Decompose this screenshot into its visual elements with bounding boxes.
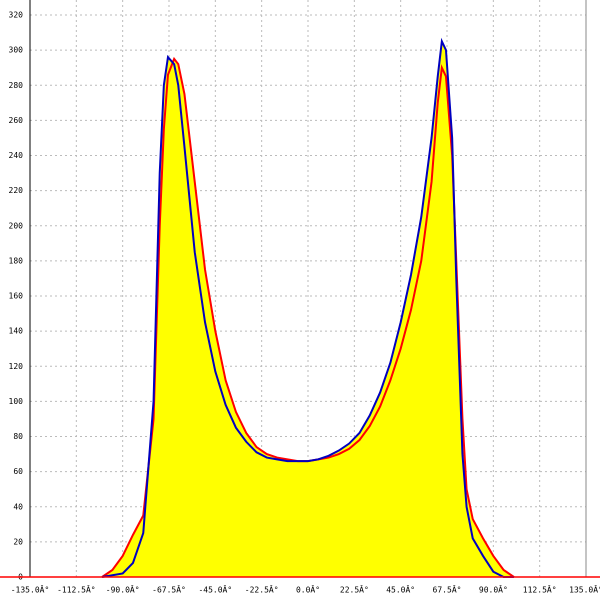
x-tick-label: -112.5Â° [57,584,96,595]
series-line [101,37,514,578]
x-tick-label: 112.5Â° [523,584,557,595]
y-tick-label: 320 [9,11,24,20]
y-tick-label: 240 [9,151,24,160]
x-tick-label: -135.0Â° [11,584,50,595]
y-tick-label: 40 [13,502,23,511]
x-tick-label: -45.0Â° [198,584,232,595]
y-tick-label: 300 [9,46,24,55]
y-tick-label: 200 [9,221,24,230]
y-tick-label: 100 [9,397,24,406]
y-tick-label: 20 [13,537,23,546]
x-tick-label: 22.5Â° [340,584,369,595]
x-tick-label: 135.0Â° [569,584,600,595]
y-tick-label: 120 [9,362,24,371]
x-tick-label: 45.0Â° [386,584,415,595]
x-tick-label: -22.5Â° [245,584,279,595]
y-tick-label: 260 [9,116,24,125]
x-tick-label: 0.0Â° [296,584,320,595]
y-tick-label: 60 [13,467,23,476]
x-tick-label: 90.0Â° [479,584,508,595]
y-tick-label: 80 [13,432,23,441]
y-tick-label: 220 [9,186,24,195]
x-tick-label: -67.5Â° [152,584,186,595]
y-tick-label: 280 [9,81,24,90]
y-tick-label: 160 [9,292,24,301]
x-tick-label: 67.5Â° [433,584,462,595]
area-fill [102,41,514,577]
y-tick-label: 140 [9,327,24,336]
x-tick-label: -90.0Â° [106,584,140,595]
y-tick-label: 180 [9,256,24,265]
